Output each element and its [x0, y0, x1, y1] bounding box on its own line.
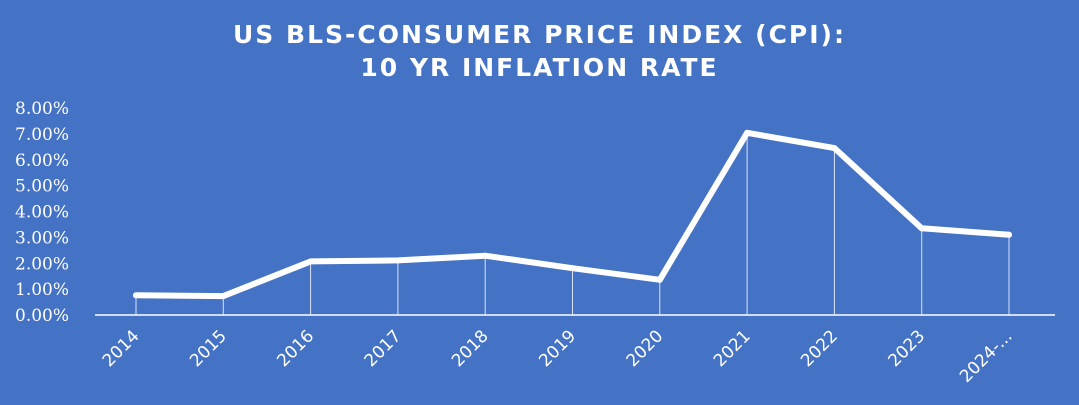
- data-point: [482, 252, 489, 259]
- x-tick-label: 2017: [361, 326, 406, 371]
- x-tick-label: 2024-...: [956, 326, 1017, 387]
- data-point: [831, 145, 838, 152]
- x-tick-label: 2021: [710, 326, 755, 371]
- y-tick-label: 8.00%: [15, 99, 69, 119]
- data-point: [1006, 231, 1012, 238]
- y-tick-label: 0.00%: [15, 306, 69, 326]
- data-point: [656, 276, 663, 283]
- data-point: [569, 265, 576, 272]
- y-tick-label: 1.00%: [15, 280, 69, 300]
- y-tick-label: 2.00%: [15, 254, 69, 274]
- data-point: [307, 258, 314, 265]
- data-point: [918, 225, 925, 232]
- data-point: [133, 292, 139, 299]
- x-tick-label: 2016: [273, 326, 318, 371]
- y-tick-label: 3.00%: [15, 228, 69, 248]
- x-tick-label: 2022: [797, 326, 842, 371]
- y-tick-label: 7.00%: [15, 125, 69, 145]
- x-tick-label: 2023: [885, 326, 930, 371]
- x-tick-label: 2018: [448, 326, 493, 371]
- chart-title: US BLS-CONSUMER PRICE INDEX (CPI): 10 YR…: [0, 18, 1079, 84]
- x-tick-label: 2014: [99, 326, 144, 371]
- x-tick-label: 2020: [623, 326, 668, 371]
- chart-title-line-2: 10 YR INFLATION RATE: [360, 53, 719, 82]
- data-point: [744, 129, 751, 136]
- data-point: [394, 257, 401, 264]
- y-tick-label: 4.00%: [15, 203, 69, 223]
- y-tick-label: 5.00%: [15, 177, 69, 197]
- y-tick-label: 6.00%: [15, 151, 69, 171]
- x-tick-label: 2019: [535, 326, 580, 371]
- chart-title-line-1: US BLS-CONSUMER PRICE INDEX (CPI):: [233, 20, 846, 49]
- data-point: [220, 293, 227, 300]
- x-tick-label: 2015: [186, 326, 231, 371]
